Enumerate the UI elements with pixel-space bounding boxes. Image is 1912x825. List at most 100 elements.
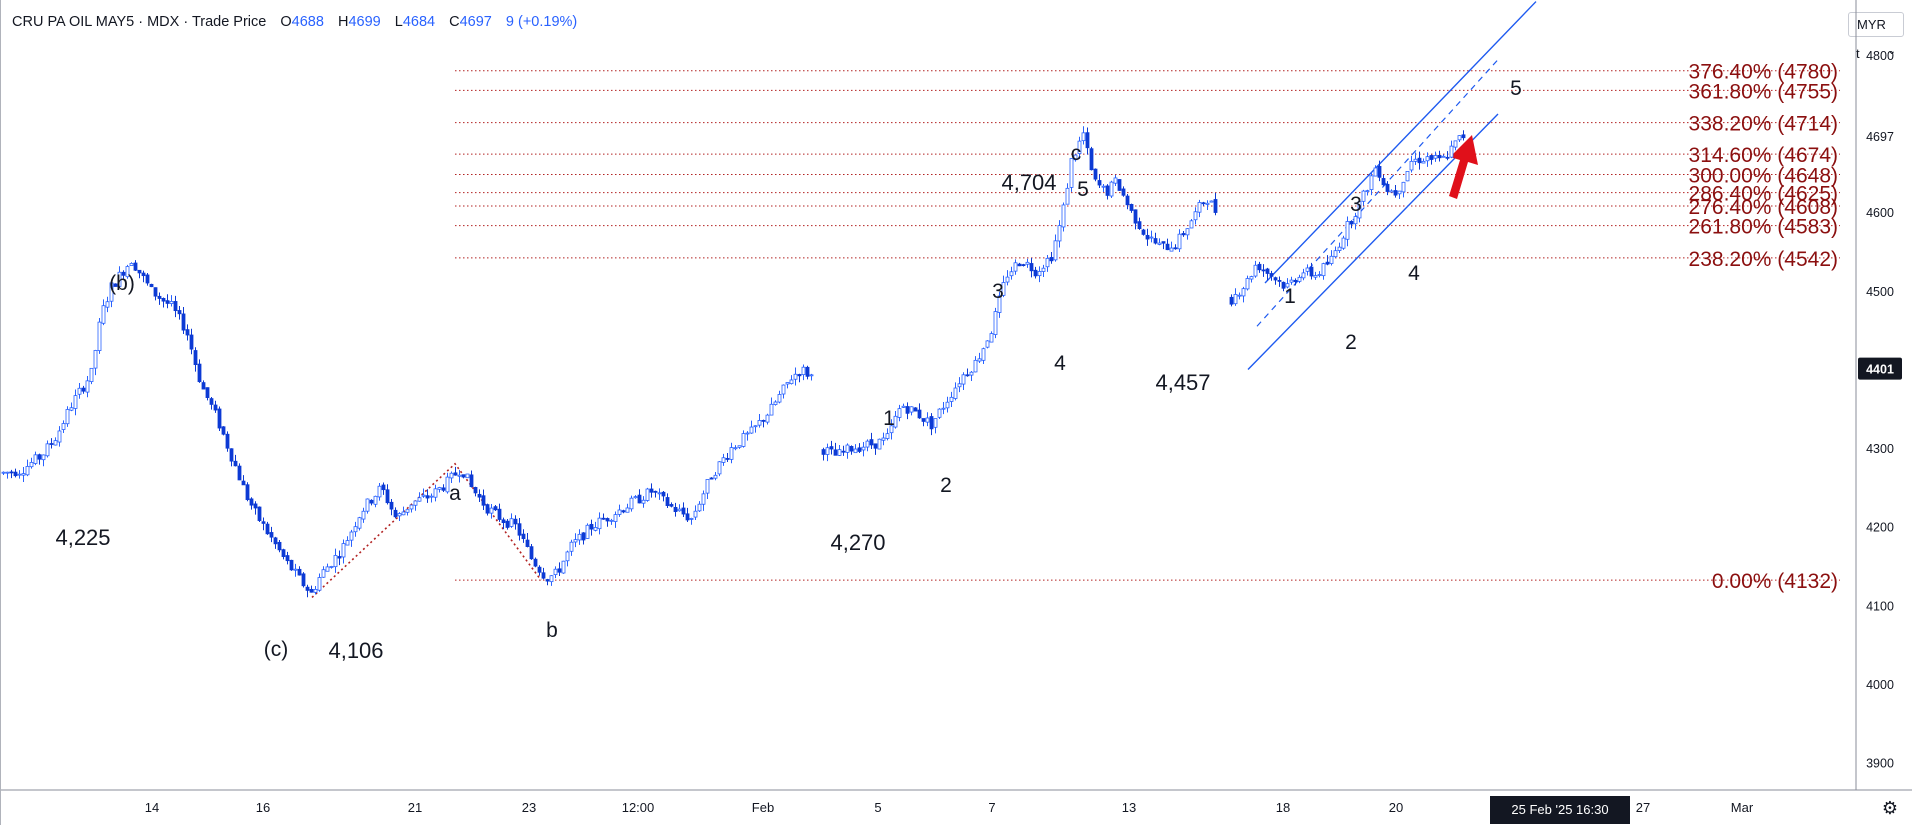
fibonacci-extension[interactable]: 376.40% (4780)361.80% (4755) 338.20% (471… [455, 61, 1840, 593]
candle-up [845, 444, 850, 453]
x-tick-label: 21 [408, 800, 422, 815]
candle-up [737, 445, 742, 448]
price-label: 4,704 [1001, 170, 1056, 195]
candle-up [25, 466, 30, 476]
candle-up [945, 401, 950, 409]
candle-up [65, 409, 70, 425]
candle-up [1317, 274, 1322, 276]
candle-up [465, 473, 470, 479]
close-label: C [449, 14, 460, 30]
candle-up [773, 401, 778, 405]
candle-up [977, 358, 982, 362]
candle-down [133, 262, 138, 271]
candle-up [1113, 177, 1118, 184]
candle-up [997, 295, 1002, 313]
candle-down [685, 513, 690, 521]
candle-up [1241, 288, 1246, 297]
fib-level-label: 0.00% (4132) [1712, 570, 1838, 593]
candle-down [1161, 241, 1166, 244]
chevron-down-icon: ⌄ [1887, 46, 1896, 57]
candle-up [897, 408, 902, 418]
candle-down [557, 568, 562, 573]
candle-up [925, 417, 930, 423]
y-tick-label: 4100 [1866, 599, 1894, 613]
candle-down [533, 558, 538, 567]
candle-down [649, 488, 654, 493]
candle-up [625, 507, 630, 513]
candle-up [89, 367, 94, 382]
candle-up [1073, 154, 1078, 161]
candle-down [1121, 188, 1126, 196]
candle-up [693, 510, 698, 518]
candle-down [605, 518, 610, 522]
candle-up [1413, 158, 1418, 162]
candle-up [1041, 267, 1046, 272]
candle-up [593, 527, 598, 531]
candle-up [1365, 190, 1370, 193]
candle-up [1149, 236, 1154, 239]
wave-label: 5 [1077, 178, 1089, 201]
candle-up [729, 447, 734, 460]
change-value: 9 (+0.19%) [505, 14, 578, 30]
time-cursor-bg [1490, 796, 1630, 824]
currency-selector[interactable]: MYR [1848, 12, 1904, 37]
candle-down [273, 537, 278, 545]
candle-down [797, 374, 802, 377]
symbol-title[interactable]: CRU PA OIL MAY5 · MDX · Trade Price [12, 14, 267, 30]
candle-up [577, 533, 582, 541]
candle-down [461, 474, 466, 478]
x-tick-label: 14 [145, 800, 159, 815]
candle-down [1141, 229, 1146, 235]
drawings[interactable] [311, 1, 1537, 598]
candle-down [1309, 266, 1314, 277]
gear-icon[interactable]: ⚙ [1881, 798, 1898, 818]
candle-up [413, 500, 418, 506]
candle-up [1045, 257, 1050, 268]
price-axis[interactable]: 3900 4000 4100 4200 4300 4500 4600 4800 4697 4401 [1858, 49, 1902, 770]
wave-label: 3 [992, 280, 1004, 303]
candle-down [37, 454, 42, 460]
candle-down [225, 433, 230, 449]
candle-up [69, 407, 74, 411]
candle-up [565, 551, 570, 562]
time-axis[interactable]: 14 16 21 23 12:00 Feb 5 7 13 18 20 27 Mar 25 Feb '25 … [145, 796, 1754, 824]
candle-up [801, 366, 806, 376]
wave-label: (b) [109, 272, 135, 295]
candle-down [493, 506, 498, 511]
fib-level-label: 286.40% (4625) [1689, 183, 1838, 206]
candle-up [985, 340, 990, 348]
candle-down [249, 498, 254, 506]
candle-up [1341, 237, 1346, 249]
candle-up [1373, 167, 1378, 177]
candle-down [581, 532, 586, 541]
candle-up [397, 513, 402, 517]
candle-down [261, 521, 266, 524]
candle-down [669, 504, 674, 507]
candle-down [1089, 148, 1094, 171]
candle-down [1137, 221, 1142, 229]
candle-up [341, 543, 346, 558]
candle-up [733, 447, 738, 450]
wave-label: c [1071, 142, 1082, 165]
candle-up [1157, 242, 1162, 245]
time-cursor-label: 25 Feb '25 16:30 [1511, 802, 1608, 817]
candle-up [1061, 204, 1066, 228]
open-label: O [280, 14, 292, 30]
candle-down [709, 477, 714, 480]
x-tick-label: 18 [1276, 800, 1290, 815]
candle-down [1377, 166, 1382, 178]
candle-down [265, 523, 270, 535]
channel-middle-line [1256, 56, 1501, 327]
price-badge-bg [1858, 357, 1902, 380]
unit-selector[interactable]: t ⌄ [1848, 44, 1904, 63]
candle-down [113, 283, 118, 287]
candle-up [837, 449, 842, 456]
candle-down [869, 439, 874, 446]
candle-up [345, 540, 350, 546]
candle-down [589, 523, 594, 530]
candle-down [189, 334, 194, 350]
candle-up [73, 395, 78, 409]
candle-down [1117, 179, 1122, 191]
